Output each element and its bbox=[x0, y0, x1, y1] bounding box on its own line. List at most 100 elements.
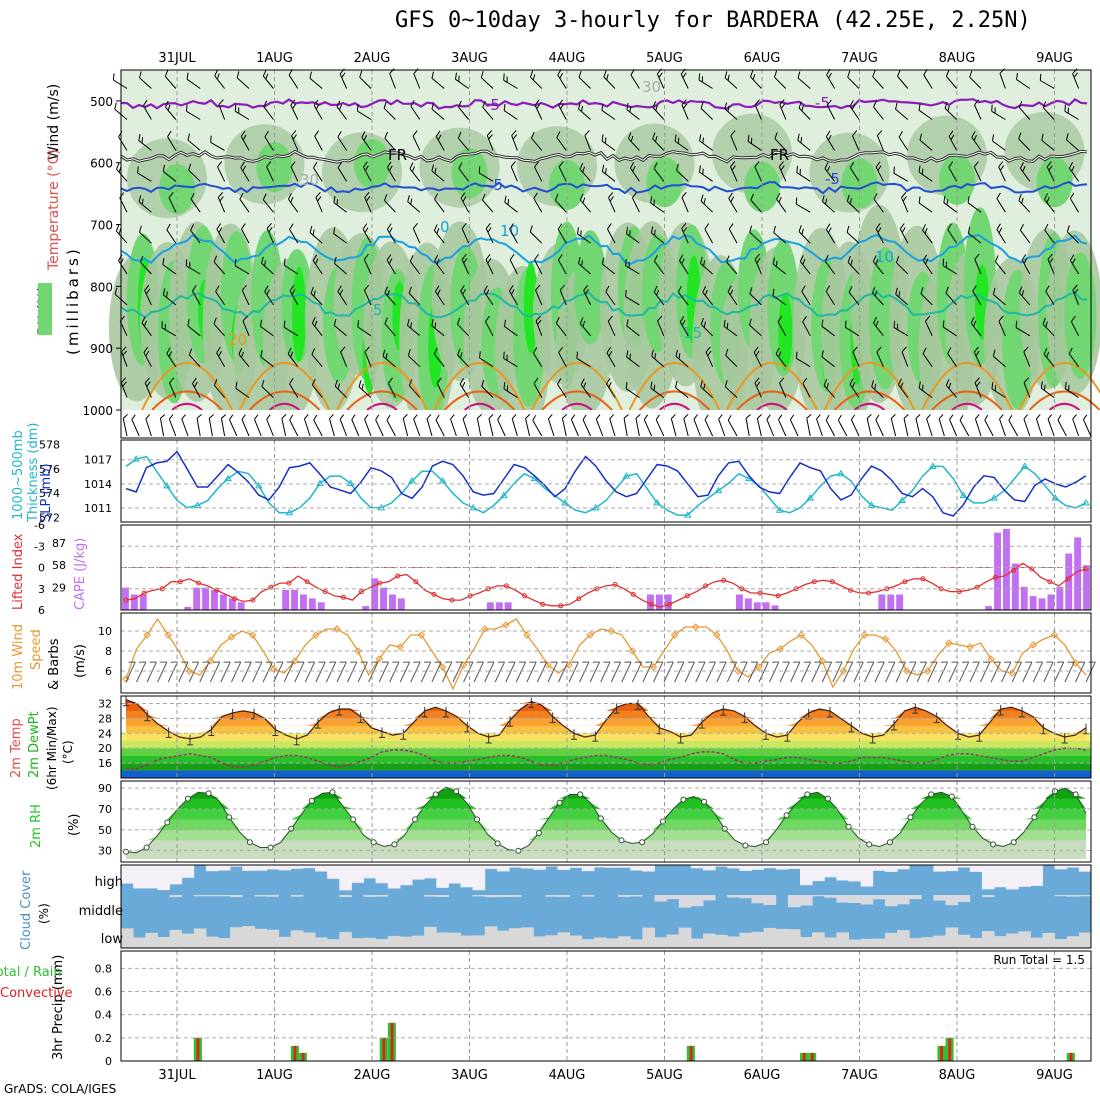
rh-marker bbox=[680, 796, 687, 803]
surface-barb bbox=[547, 414, 555, 437]
wind-barbs bbox=[112, 68, 1080, 399]
wind-barb bbox=[625, 289, 640, 306]
x-tick-top: 5AUG bbox=[646, 51, 683, 66]
wind-10m-barb bbox=[336, 661, 347, 683]
cloud-high bbox=[545, 865, 558, 867]
cloud-low bbox=[1018, 931, 1031, 948]
rh-shade-green bbox=[574, 230, 607, 345]
wind-10m-barb bbox=[389, 661, 400, 683]
rh-marker bbox=[329, 789, 336, 796]
surface-barb bbox=[570, 414, 579, 437]
wind-10m-barb bbox=[431, 661, 442, 683]
li-marker bbox=[721, 577, 727, 583]
wind-barb bbox=[504, 195, 518, 213]
cloud-middle bbox=[933, 895, 946, 901]
thickness-line-marker bbox=[408, 477, 416, 484]
li-marker bbox=[1029, 566, 1035, 572]
cape-bar bbox=[1083, 565, 1090, 610]
wind-barb bbox=[601, 134, 616, 151]
surface-barb bbox=[220, 414, 227, 437]
li-marker bbox=[395, 573, 401, 579]
thickness-line-marker bbox=[254, 481, 263, 489]
li-tick: 0 bbox=[38, 562, 45, 575]
precip-conv-bar bbox=[293, 1045, 297, 1061]
surface-barb bbox=[1023, 414, 1031, 437]
wind-barb bbox=[333, 226, 347, 244]
x-tick-top: 6AUG bbox=[744, 51, 781, 66]
surface-barb bbox=[1047, 414, 1055, 437]
wind-10m-barb bbox=[1043, 661, 1054, 683]
cloud-middle bbox=[290, 895, 304, 897]
wind-speed-marker bbox=[206, 657, 215, 665]
thickness-line-marker bbox=[806, 494, 815, 501]
cloud-middle bbox=[169, 895, 183, 898]
wind-barb bbox=[510, 161, 518, 182]
surface-barb bbox=[643, 414, 653, 437]
wind-barb bbox=[434, 254, 445, 275]
wind-barb bbox=[315, 192, 323, 213]
wind-barb bbox=[503, 103, 518, 120]
cloud-high bbox=[509, 865, 522, 868]
wind-barb bbox=[726, 255, 738, 275]
cape-bar bbox=[495, 602, 503, 610]
wind-barb bbox=[974, 253, 982, 275]
wind-barb bbox=[847, 70, 860, 89]
wind-speed-marker bbox=[438, 663, 447, 671]
wind-speed-marker bbox=[607, 627, 615, 635]
li-marker bbox=[322, 589, 328, 595]
temp-fill-layer bbox=[126, 699, 1086, 719]
rh-marker bbox=[783, 812, 790, 819]
wind-barb bbox=[945, 69, 957, 89]
cloud-low bbox=[824, 937, 837, 948]
cloud-middle bbox=[872, 895, 886, 900]
surface-barb bbox=[1008, 414, 1019, 437]
wind-10m-barb bbox=[325, 661, 337, 683]
wind-barb bbox=[1045, 285, 1055, 306]
temp-label-4: (°C) bbox=[61, 740, 75, 764]
li-marker bbox=[250, 597, 256, 603]
cape-bar bbox=[380, 587, 387, 610]
thickness-line bbox=[125, 455, 1087, 516]
wind-10m-barb bbox=[188, 661, 200, 683]
cloud-low bbox=[957, 934, 971, 948]
wind-10m-barb bbox=[283, 661, 294, 683]
cape-panel bbox=[121, 528, 1091, 610]
cloud-high bbox=[1054, 865, 1068, 870]
wind-barb bbox=[728, 223, 738, 244]
slp-tick: 1014 bbox=[84, 478, 112, 491]
rh-shade-green bbox=[1064, 252, 1097, 379]
li-tick: -6 bbox=[34, 519, 45, 532]
wind-barb bbox=[112, 73, 128, 89]
contour-25 bbox=[931, 390, 1003, 411]
wind-10m-barb bbox=[262, 661, 273, 683]
wind-barb bbox=[241, 284, 250, 306]
cape-bar bbox=[193, 587, 201, 610]
wind-barb bbox=[235, 381, 250, 399]
wind-barb bbox=[773, 225, 787, 244]
wind-speed-line bbox=[125, 617, 1087, 691]
cloud-middle bbox=[630, 895, 643, 897]
wind-barb bbox=[583, 284, 592, 306]
contour-label: 20 bbox=[228, 331, 247, 349]
wind-barb bbox=[188, 163, 201, 182]
contour-20 bbox=[141, 361, 233, 411]
wind-barb bbox=[724, 71, 738, 89]
wind-barb bbox=[1019, 223, 1031, 244]
cloud-high bbox=[933, 865, 946, 872]
thickness-tick: 574 bbox=[39, 487, 60, 500]
wind-barb bbox=[509, 254, 518, 275]
thickness-line-marker bbox=[653, 498, 661, 506]
rh-marker bbox=[618, 837, 625, 844]
wind-barb bbox=[187, 133, 201, 151]
contour-label: 10 bbox=[500, 222, 519, 240]
cloud-low bbox=[496, 930, 510, 948]
wind-barb bbox=[1018, 132, 1031, 151]
wind-barb bbox=[478, 166, 494, 182]
cloud-high bbox=[812, 865, 825, 882]
thickness-line-marker bbox=[1051, 494, 1060, 501]
wind-barb bbox=[723, 319, 738, 337]
wind-barb bbox=[579, 193, 591, 213]
rh-marker bbox=[267, 844, 274, 851]
wind-barb bbox=[821, 319, 835, 337]
wind-speed-marker bbox=[185, 667, 194, 675]
